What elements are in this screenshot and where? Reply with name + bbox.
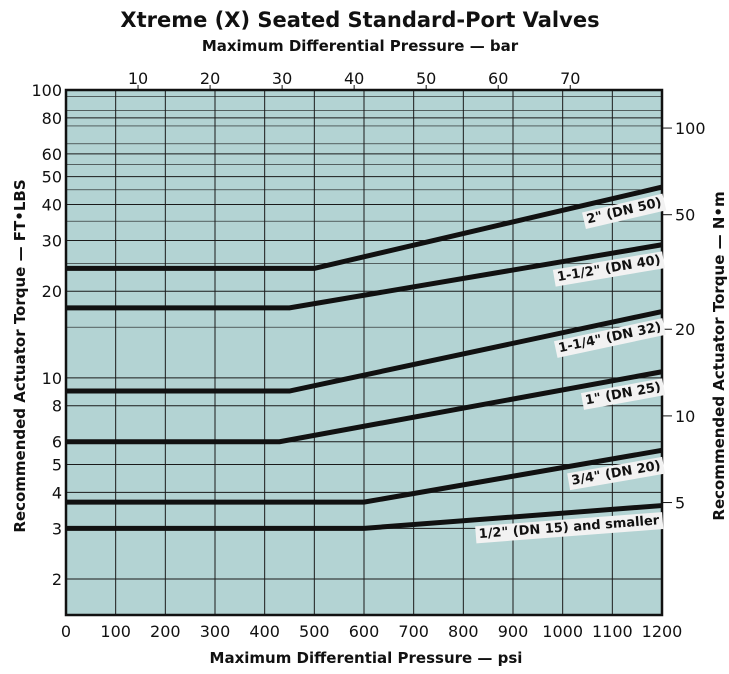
series-label-background bbox=[553, 318, 666, 358]
x-tick-label: 100 bbox=[100, 622, 131, 641]
right-tick-label: 5 bbox=[675, 494, 685, 513]
x-tick-label: 1100 bbox=[592, 622, 633, 641]
y-tick-label: 3 bbox=[52, 519, 62, 538]
x-tick-label: 300 bbox=[200, 622, 231, 641]
series-line bbox=[66, 242, 663, 311]
x-tick-label: 900 bbox=[498, 622, 529, 641]
chart-title: Xtreme (X) Seated Standard-Port Valves bbox=[120, 8, 599, 32]
top-tick-label: 60 bbox=[488, 69, 508, 88]
y-tick-label: 4 bbox=[52, 483, 62, 502]
y-tick-label: 10 bbox=[42, 369, 62, 388]
series-line bbox=[66, 309, 663, 394]
series-line bbox=[66, 369, 663, 445]
top-tick-label: 40 bbox=[344, 69, 364, 88]
top-tick-label: 20 bbox=[200, 69, 220, 88]
y-tick-label: 8 bbox=[52, 397, 62, 416]
series-label-background bbox=[580, 378, 666, 410]
top-tick-label: 10 bbox=[128, 69, 148, 88]
y-axis-label: Recommended Actuator Torque — FT•LBS bbox=[11, 179, 29, 532]
top-tick-label: 50 bbox=[416, 69, 436, 88]
x-tick-label: 600 bbox=[349, 622, 380, 641]
series-line bbox=[66, 503, 663, 531]
series-line bbox=[66, 184, 663, 271]
x-tick-label: 700 bbox=[398, 622, 429, 641]
right-tick-label: 100 bbox=[675, 119, 706, 138]
top-axis-label: Maximum Differential Pressure — bar bbox=[202, 37, 519, 55]
x-axis-label: Maximum Differential Pressure — psi bbox=[210, 649, 523, 667]
right-tick-label: 50 bbox=[675, 206, 695, 225]
top-tick-label: 70 bbox=[560, 69, 580, 88]
plot-area: 0 100 200 300 400 500 600 700 800 900 1000 1100 1200… bbox=[31, 69, 705, 641]
y-tick-label: 2 bbox=[52, 570, 62, 589]
x-tick-label: 800 bbox=[448, 622, 479, 641]
right-tick-label: 20 bbox=[675, 320, 695, 339]
y-tick-label: 60 bbox=[42, 145, 62, 164]
series-label-background bbox=[582, 193, 667, 230]
plot-frame bbox=[64, 88, 664, 617]
x-tick-label: 1200 bbox=[642, 622, 683, 641]
y-tick-label: 40 bbox=[42, 196, 62, 215]
y-tick-label: 50 bbox=[42, 168, 62, 187]
y-tick-label: 80 bbox=[42, 109, 62, 128]
x-tick-label: 1000 bbox=[542, 622, 583, 641]
y-tick-label: 30 bbox=[42, 232, 62, 251]
x-tick-label: 400 bbox=[249, 622, 280, 641]
x-tick-label: 0 bbox=[61, 622, 71, 641]
x-tick-label: 200 bbox=[150, 622, 181, 641]
y-tick-label: 100 bbox=[31, 81, 62, 100]
y-tick-label: 6 bbox=[52, 433, 62, 452]
y-tick-label: 20 bbox=[42, 282, 62, 301]
right-axis-label: Recommended Actuator Torque — N•m bbox=[710, 191, 728, 520]
series-line bbox=[66, 447, 663, 505]
series-label-background bbox=[567, 456, 665, 491]
top-tick-label: 30 bbox=[272, 69, 292, 88]
y-tick-label: 5 bbox=[52, 455, 62, 474]
right-tick-label: 10 bbox=[675, 407, 695, 426]
x-tick-label: 500 bbox=[299, 622, 330, 641]
series-label-background bbox=[552, 251, 665, 287]
series-label-background bbox=[475, 512, 664, 544]
